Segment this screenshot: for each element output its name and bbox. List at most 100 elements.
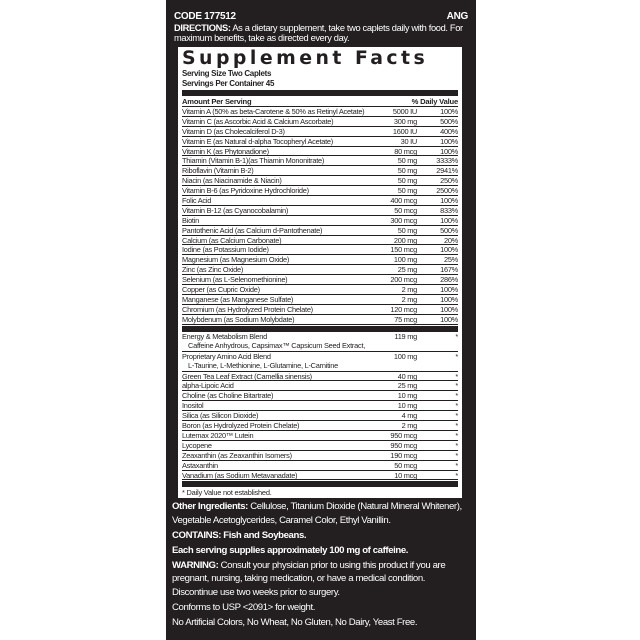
nutrient-label: Molybdenum (as Sodium Molybdate) bbox=[182, 314, 295, 324]
nutrient-amount: 100 mg bbox=[393, 351, 417, 361]
nutrient-name: Chromium (as Hydrolyzed Protein Chelate) bbox=[182, 305, 367, 314]
directions: DIRECTIONS: As a dietary supplement, tak… bbox=[174, 23, 468, 43]
nutrient-name: Boron (as Hydrolyzed Protein Chelate) bbox=[182, 421, 367, 430]
nutrient-amount: 300 mcg bbox=[390, 215, 417, 225]
nutrient-dv: 833% bbox=[440, 205, 458, 215]
nutrient-name: Niacin (as Niacinamide & Niacin) bbox=[182, 176, 367, 185]
nutrient-label: Vitamin E (as Natural d-alpha Tocopheryl… bbox=[182, 136, 333, 146]
nutrient-row: Thiamin (Vitamin B-1)(as Thiamin Mononit… bbox=[182, 156, 458, 167]
nutrient-dv: 100% bbox=[440, 146, 458, 156]
nutrient-row: Vitamin E (as Natural d-alpha Tocopheryl… bbox=[182, 137, 458, 147]
nutrient-dv: 167% bbox=[440, 265, 458, 275]
code-line: CODE 177512 ANG bbox=[174, 11, 468, 22]
warning-label: WARNING: bbox=[172, 559, 219, 571]
nutrient-name: Lycopene bbox=[182, 441, 367, 450]
nutrient-label: Proprietary Amino Acid Blend bbox=[182, 351, 271, 361]
header-amount: Amount Per Serving bbox=[182, 97, 252, 106]
nutrient-row: Silica (as Silicon Dioxide) 4 mg * bbox=[182, 411, 458, 422]
nutrient-dv: 100% bbox=[440, 136, 458, 146]
nutrient-label: Selenium (as L-Selenomethionine) bbox=[182, 275, 288, 285]
nutrient-amount: 2 mg bbox=[401, 285, 418, 295]
nutrient-name: Vitamin D (as Cholecalciferol D-3) bbox=[182, 127, 367, 136]
nutrient-label: Choline (as Choline Bitartrate) bbox=[182, 391, 274, 401]
warning: WARNING: Consult your physician prior to… bbox=[172, 559, 470, 600]
nutrient-amount: 80 mcg bbox=[394, 146, 417, 156]
nutrient-name: Lutemax 2020™ Lutein bbox=[182, 431, 367, 440]
nutrient-amount: 10 mcg bbox=[394, 470, 417, 480]
table-header: Amount Per Serving % Daily Value bbox=[182, 97, 458, 107]
label-panel: CODE 177512 ANG DIRECTIONS: As a dietary… bbox=[166, 0, 476, 640]
nutrient-row: Vitamin D (as Cholecalciferol D-3) 1600 I… bbox=[182, 127, 458, 137]
blend-ingredients: Caffeine Anhydrous, Capsimax™ Capsicum S… bbox=[188, 340, 367, 350]
nutrient-amount: 119 mg bbox=[394, 331, 417, 341]
nutrient-name: alpha-Lipoic Acid bbox=[182, 381, 367, 390]
nutrient-row: Niacin (as Niacinamide & Niacin) 50 mg 250… bbox=[182, 176, 458, 187]
nutrient-dv: 2500% bbox=[436, 186, 458, 196]
nutrient-label: Energy & Metabolism Blend bbox=[182, 331, 267, 341]
nutrient-label: Vitamin B-12 (as Cyanocobalamin) bbox=[182, 205, 289, 215]
nutrient-amount: 30 IU bbox=[400, 136, 418, 146]
nutrient-label: Zeaxanthin (as Zeaxanthin Isomers) bbox=[182, 450, 292, 460]
nutrient-name: Inositol bbox=[182, 401, 367, 410]
nutrient-amount: 50 mcg bbox=[394, 205, 417, 215]
nutrient-label: Chromium (as Hydrolyzed Protein Chelate) bbox=[182, 304, 313, 314]
nutrient-name: Proprietary Amino Acid Blend L-Taurine, L… bbox=[182, 352, 367, 371]
nutrient-row: Selenium (as L-Selenomethionine) 200 mcg 2… bbox=[182, 275, 458, 286]
nutrient-amount: 10 mg bbox=[397, 401, 418, 411]
nutrient-name: Thiamin (Vitamin B-1)(as Thiamin Mononit… bbox=[182, 156, 367, 165]
nutrient-dv: * bbox=[455, 411, 458, 421]
nutrient-dv: 100% bbox=[440, 245, 458, 255]
nutrient-label: Lycopene bbox=[182, 440, 212, 450]
nutrient-amount: 150 mcg bbox=[390, 245, 417, 255]
nutrient-amount: 1600 IU bbox=[392, 126, 417, 136]
nutrient-name: Selenium (as L-Selenomethionine) bbox=[182, 275, 367, 284]
nutrient-row: Vitamin B-6 (as Pyridoxine Hydrochloride… bbox=[182, 186, 458, 197]
nutrient-name: Green Tea Leaf Extract (Camellia sinensi… bbox=[182, 372, 367, 381]
nutrient-amount: 50 mg bbox=[397, 166, 418, 176]
nutrient-dv: 100% bbox=[440, 314, 458, 324]
nutrient-name: Biotin bbox=[182, 216, 367, 225]
nutrient-row: Magnesium (as Magnesium Oxide) 100 mg 25% bbox=[182, 255, 458, 266]
nutrient-label: Vitamin B-6 (as Pyridoxine Hydrochloride… bbox=[182, 186, 309, 196]
nutrient-row: Iodine (as Potassium Iodide) 150 mcg 100% bbox=[182, 245, 458, 256]
nutrient-label: Riboflavin (Vitamin B-2) bbox=[182, 166, 254, 176]
nutrient-row: Folic Acid 400 mcg 100% bbox=[182, 196, 458, 206]
divider-thick bbox=[182, 90, 458, 96]
nutrient-dv: 25% bbox=[443, 255, 458, 265]
nutrient-amount: 200 mg bbox=[393, 235, 417, 245]
nutrient-dv: * bbox=[455, 401, 458, 411]
nutrient-amount: 50 mg bbox=[397, 186, 418, 196]
other-nutrients-table: Energy & Metabolism Blend Caffeine Anhydr… bbox=[182, 332, 458, 481]
nutrient-dv: 2941% bbox=[436, 166, 458, 176]
nutrient-name: Vitamin B-12 (as Cyanocobalamin) bbox=[182, 206, 367, 215]
nutrient-dv: 100% bbox=[440, 215, 458, 225]
nutrient-row: Biotin 300 mcg 100% bbox=[182, 216, 458, 226]
nutrient-amount: 950 mcg bbox=[390, 430, 417, 440]
usp-statement: Conforms to USP <2091> for weight. bbox=[172, 602, 316, 614]
nutrient-dv: * bbox=[455, 450, 458, 460]
nutrient-row: Manganese (as Manganese Sulfate) 2 mg 100% bbox=[182, 295, 458, 305]
nutrient-label: Vitamin C (as Ascorbic Acid & Calcium As… bbox=[182, 116, 334, 126]
nutrient-row: Riboflavin (Vitamin B-2) 50 mg 2941% bbox=[182, 166, 458, 177]
nutrient-amount: 190 mcg bbox=[390, 450, 417, 460]
nutrient-amount: 200 mcg bbox=[390, 275, 417, 285]
nutrient-dv: 100% bbox=[440, 285, 458, 295]
nutrient-row: Energy & Metabolism Blend Caffeine Anhydr… bbox=[182, 332, 458, 352]
nutrient-row: Lutemax 2020™ Lutein 950 mcg * bbox=[182, 431, 458, 441]
nutrient-label: Vitamin D (as Cholecalciferol D-3) bbox=[182, 126, 285, 136]
nutrient-dv: 100% bbox=[440, 107, 458, 116]
nutrient-row: Zeaxanthin (as Zeaxanthin Isomers) 190 mc… bbox=[182, 451, 458, 461]
nutrient-row: Choline (as Choline Bitartrate) 10 mg * bbox=[182, 391, 458, 402]
nutrient-row: Calcium (as Calcium Carbonate) 200 mg 20% bbox=[182, 236, 458, 246]
directions-label: DIRECTIONS: bbox=[174, 23, 231, 33]
nutrient-label: Inositol bbox=[182, 401, 204, 411]
nutrient-dv: * bbox=[455, 421, 458, 431]
nutrient-dv: * bbox=[455, 381, 458, 391]
nutrient-dv: 100% bbox=[440, 294, 458, 304]
nutrient-row: alpha-Lipoic Acid 25 mg * bbox=[182, 381, 458, 392]
nutrient-name: Copper (as Cupric Oxide) bbox=[182, 285, 367, 294]
caffeine-statement: Each serving supplies approximately 100 … bbox=[172, 544, 409, 556]
nutrient-row: Inositol 10 mg * bbox=[182, 401, 458, 412]
nutrient-row: Zinc (as Zinc Oxide) 25 mg 167% bbox=[182, 265, 458, 276]
nutrient-name: Zeaxanthin (as Zeaxanthin Isomers) bbox=[182, 451, 367, 460]
